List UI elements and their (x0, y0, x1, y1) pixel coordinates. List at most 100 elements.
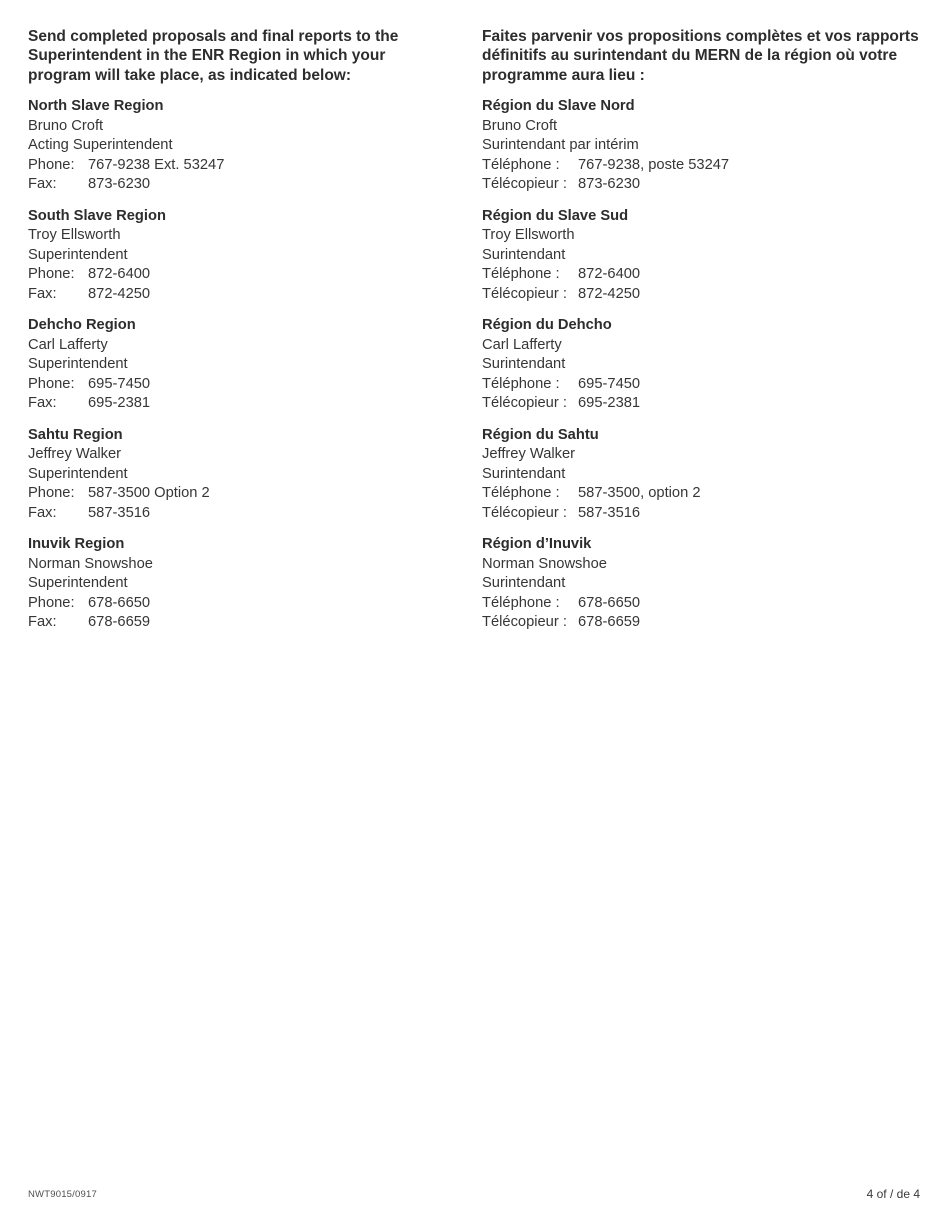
fax-value: 873-6230 (578, 176, 641, 193)
fax-label: Fax: (28, 395, 57, 412)
column-french: Faites parvenir vos propositions complèt… (482, 27, 937, 633)
fax-label: Télécopieur : (482, 504, 567, 521)
intro-paragraph-fr: Faites parvenir vos propositions complèt… (482, 27, 937, 85)
region-section: Région du Slave Sud Troy Ellsworth Surin… (482, 207, 937, 305)
contact-person: Norman Snowshoe (482, 555, 607, 572)
region-name: Région d’Inuvik (482, 536, 592, 553)
fax-value: 587-3516 (578, 504, 641, 521)
contact-title: Surintendant (482, 465, 566, 482)
fax-row: Télécopieur : 873-6230 (482, 175, 937, 195)
fax-label: Fax: (28, 504, 57, 521)
phone-value: 872-6400 (578, 266, 641, 283)
phone-row: Phone: 767-9238 Ext. 53247 (28, 156, 468, 176)
fax-label: Télécopieur : (482, 614, 567, 631)
region-section: Sahtu Region Jeffrey Walker Superintende… (28, 426, 468, 524)
fax-row: Fax: 678-6659 (28, 613, 468, 633)
phone-value: 678-6650 (578, 594, 641, 611)
phone-label: Phone: (28, 485, 75, 502)
contact-title: Surintendant (482, 575, 566, 592)
contact-person: Troy Ellsworth (482, 227, 575, 244)
contact-title: Superintendent (28, 575, 128, 592)
fax-value: 678-6659 (578, 614, 641, 631)
contact-person: Carl Lafferty (482, 336, 562, 353)
region-section: North Slave Region Bruno Croft Acting Su… (28, 97, 468, 195)
region-section: Région du Sahtu Jeffrey Walker Surintend… (482, 426, 937, 524)
footer-form-number: NWT9015/0917 (28, 1189, 97, 1200)
contact-person: Carl Lafferty (28, 336, 108, 353)
region-name: Inuvik Region (28, 536, 125, 553)
contact-title: Superintendent (28, 356, 128, 373)
intro-line: définitifs au surintendant du MERN de la… (482, 47, 898, 65)
phone-label: Phone: (28, 594, 75, 611)
fax-row: Télécopieur : 695-2381 (482, 394, 937, 414)
phone-label: Téléphone : (482, 156, 560, 173)
intro-paragraph-en: Send completed proposals and final repor… (28, 27, 468, 85)
phone-row: Téléphone : 767-9238, poste 53247 (482, 156, 937, 176)
fax-value: 873-6230 (88, 176, 151, 193)
phone-label: Téléphone : (482, 485, 560, 502)
region-name: North Slave Region (28, 98, 164, 115)
phone-value: 587-3500 Option 2 (88, 485, 210, 502)
region-section: Dehcho Region Carl Lafferty Superintende… (28, 316, 468, 414)
phone-row: Phone: 695-7450 (28, 375, 468, 395)
fax-value: 872-4250 (88, 285, 151, 302)
phone-row: Téléphone : 678-6650 (482, 594, 937, 614)
fax-label: Fax: (28, 614, 57, 631)
region-name: Sahtu Region (28, 426, 123, 443)
contact-person: Troy Ellsworth (28, 227, 121, 244)
intro-line: Send completed proposals and final repor… (28, 28, 399, 45)
phone-row: Phone: 587-3500 Option 2 (28, 484, 468, 504)
fax-value: 587-3516 (88, 504, 151, 521)
fax-value: 695-2381 (88, 395, 151, 412)
phone-value: 695-7450 (88, 375, 151, 392)
phone-row: Téléphone : 695-7450 (482, 375, 937, 395)
region-name: Région du Sahtu (482, 426, 599, 443)
fax-value: 678-6659 (88, 614, 151, 631)
region-name: Région du Dehcho (482, 317, 612, 334)
region-name: Région du Slave Nord (482, 98, 635, 115)
fax-row: Télécopieur : 587-3516 (482, 504, 937, 524)
region-section: Région d’Inuvik Norman Snowshoe Surinten… (482, 535, 937, 633)
phone-label: Phone: (28, 375, 75, 392)
phone-row: Phone: 678-6650 (28, 594, 468, 614)
region-section: Inuvik Region Norman Snowshoe Superinten… (28, 535, 468, 633)
contact-person: Norman Snowshoe (28, 555, 153, 572)
fax-value: 695-2381 (578, 395, 641, 412)
contact-title: Surintendant (482, 246, 566, 263)
contact-title: Surintendant par intérim (482, 137, 639, 154)
fax-label: Fax: (28, 176, 57, 193)
contact-title: Superintendent (28, 246, 128, 263)
phone-value: 767-9238 Ext. 53247 (88, 156, 225, 173)
footer-page-indicator: 4 of / de 4 (866, 1187, 920, 1201)
fax-label: Fax: (28, 285, 57, 302)
fax-row: Fax: 872-4250 (28, 285, 468, 305)
region-name: South Slave Region (28, 207, 166, 224)
contact-title: Surintendant (482, 356, 566, 373)
region-section: South Slave Region Troy Ellsworth Superi… (28, 207, 468, 305)
contact-title: Acting Superintendent (28, 137, 173, 154)
phone-label: Téléphone : (482, 375, 560, 392)
fax-row: Fax: 695-2381 (28, 394, 468, 414)
phone-row: Téléphone : 587-3500, option 2 (482, 484, 937, 504)
contact-person: Jeffrey Walker (482, 446, 576, 463)
phone-value: 872-6400 (88, 266, 151, 283)
regions-list-en: North Slave Region Bruno Croft Acting Su… (28, 97, 468, 633)
fax-row: Fax: 873-6230 (28, 175, 468, 195)
column-english: Send completed proposals and final repor… (28, 27, 468, 633)
phone-row: Phone: 872-6400 (28, 265, 468, 285)
contact-person: Jeffrey Walker (28, 446, 122, 463)
intro-line: programme aura lieu : (482, 66, 645, 84)
fax-label: Télécopieur : (482, 176, 567, 193)
fax-row: Fax: 587-3516 (28, 504, 468, 524)
region-section: Région du Slave Nord Bruno Croft Surinte… (482, 97, 937, 195)
phone-label: Téléphone : (482, 266, 560, 283)
fax-row: Télécopieur : 678-6659 (482, 613, 937, 633)
region-name: Dehcho Region (28, 317, 136, 334)
fax-value: 872-4250 (578, 285, 641, 302)
phone-value: 767-9238, poste 53247 (578, 156, 730, 173)
region-name: Région du Slave Sud (482, 207, 629, 224)
phone-value: 678-6650 (88, 594, 151, 611)
regions-list-fr: Région du Slave Nord Bruno Croft Surinte… (482, 97, 937, 633)
phone-value: 695-7450 (578, 375, 641, 392)
